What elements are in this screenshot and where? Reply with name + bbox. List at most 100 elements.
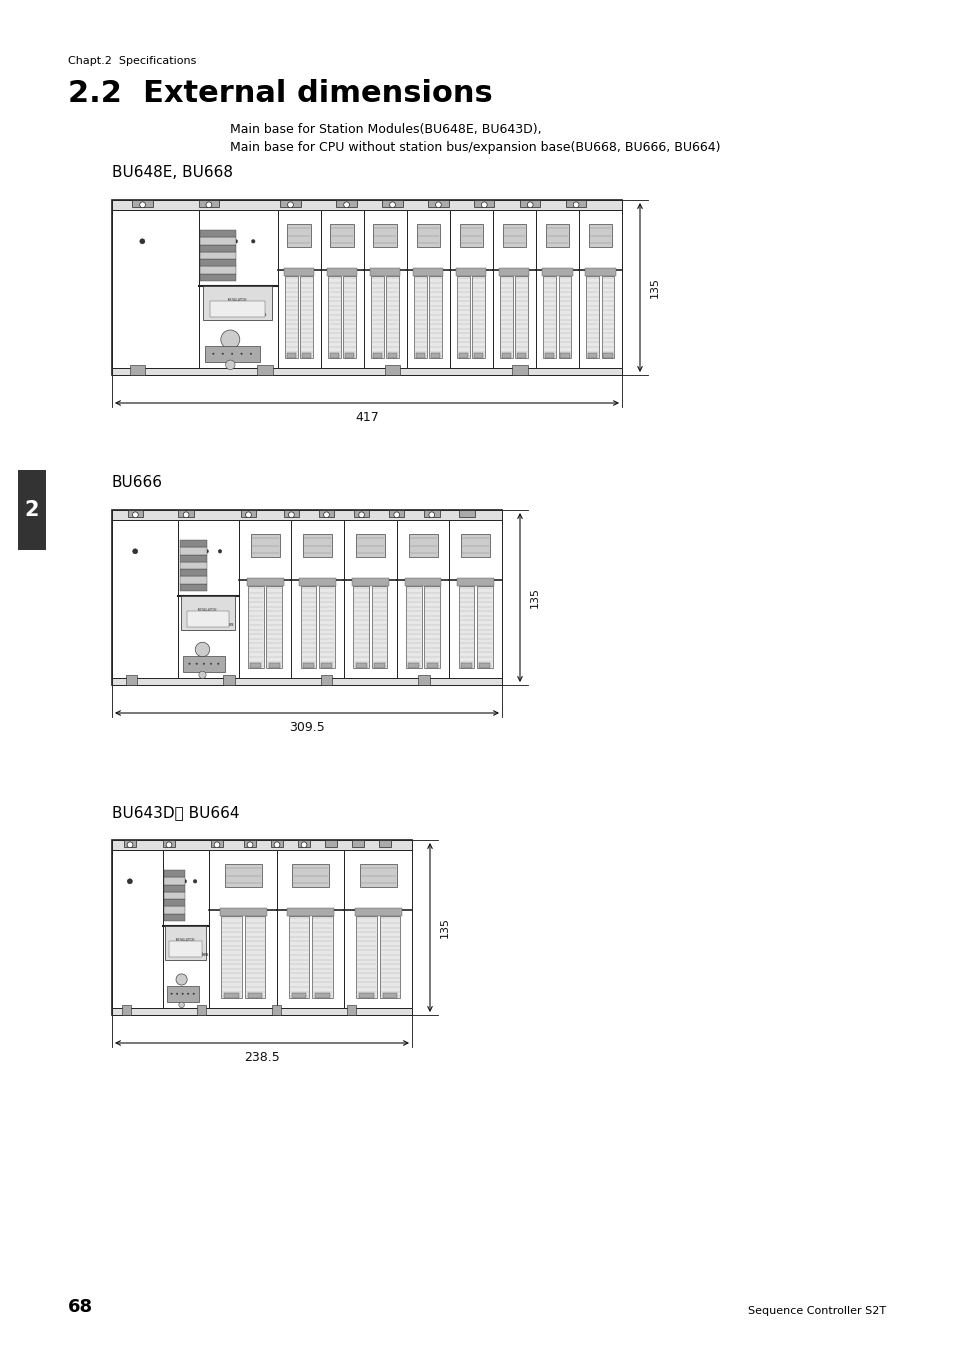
Circle shape — [274, 842, 279, 847]
Bar — [164, 877, 185, 885]
Bar — [384, 365, 399, 376]
Circle shape — [127, 878, 132, 884]
Bar — [164, 913, 185, 921]
Bar — [336, 200, 356, 207]
Bar — [559, 353, 569, 358]
Bar — [292, 993, 306, 998]
Bar — [413, 267, 443, 276]
Text: INSTALLATION: INSTALLATION — [176, 938, 195, 942]
Bar — [219, 908, 267, 916]
Bar — [245, 916, 265, 998]
Bar — [164, 892, 185, 900]
Circle shape — [193, 993, 194, 994]
Bar — [200, 259, 235, 266]
Bar — [178, 509, 193, 517]
Bar — [449, 520, 501, 678]
Circle shape — [132, 512, 138, 517]
Bar — [273, 1005, 281, 1015]
Text: 68: 68 — [68, 1298, 93, 1316]
Bar — [280, 200, 300, 207]
Bar — [478, 663, 490, 669]
Bar — [179, 540, 207, 547]
Bar — [396, 520, 449, 678]
Bar — [325, 840, 336, 847]
Circle shape — [140, 239, 145, 243]
Text: 309.5: 309.5 — [289, 721, 325, 734]
Bar — [408, 534, 437, 557]
Bar — [588, 353, 597, 358]
Bar — [328, 276, 341, 358]
Bar — [271, 840, 283, 847]
Bar — [112, 1008, 412, 1015]
Circle shape — [176, 993, 178, 994]
Bar — [363, 209, 406, 367]
Circle shape — [287, 201, 294, 208]
Bar — [320, 674, 332, 685]
Text: Main base for Station Modules(BU648E, BU643D),: Main base for Station Modules(BU648E, BU… — [230, 123, 541, 136]
Text: $\mathbf{V}$: $\mathbf{V}$ — [197, 611, 210, 624]
Bar — [500, 276, 513, 358]
Bar — [200, 274, 235, 281]
Bar — [287, 353, 296, 358]
Bar — [170, 942, 202, 957]
Bar — [18, 470, 46, 550]
Bar — [558, 276, 571, 358]
Bar — [502, 224, 526, 247]
Circle shape — [205, 550, 209, 553]
Circle shape — [189, 663, 190, 665]
Text: Chapt.2  Specifications: Chapt.2 Specifications — [68, 55, 196, 66]
Circle shape — [193, 880, 196, 884]
Bar — [417, 674, 430, 685]
Circle shape — [195, 663, 197, 665]
Bar — [405, 586, 421, 669]
Bar — [429, 276, 442, 358]
Circle shape — [187, 993, 189, 994]
Circle shape — [195, 642, 210, 657]
Bar — [183, 655, 225, 671]
Bar — [221, 916, 241, 998]
Bar — [128, 509, 143, 517]
Circle shape — [231, 353, 233, 354]
Circle shape — [132, 549, 137, 554]
Circle shape — [301, 842, 307, 847]
Bar — [112, 509, 501, 685]
Bar — [472, 276, 485, 358]
Bar — [578, 209, 621, 367]
Bar — [130, 365, 145, 376]
Bar — [416, 353, 425, 358]
Bar — [167, 986, 199, 1001]
Circle shape — [166, 842, 172, 847]
Bar — [386, 276, 399, 358]
Circle shape — [240, 353, 242, 354]
Bar — [382, 200, 402, 207]
Bar — [344, 520, 396, 678]
Text: series: series — [219, 621, 233, 627]
Circle shape — [233, 239, 237, 243]
Bar — [223, 674, 234, 685]
Circle shape — [218, 550, 222, 553]
Bar — [519, 200, 539, 207]
Bar — [414, 276, 427, 358]
Bar — [352, 840, 364, 847]
Bar — [164, 885, 185, 892]
Bar — [389, 509, 404, 517]
Bar — [112, 200, 621, 209]
Bar — [247, 578, 283, 586]
Circle shape — [481, 201, 487, 208]
Bar — [456, 276, 470, 358]
Bar — [458, 353, 468, 358]
Bar — [292, 865, 329, 888]
Bar — [345, 353, 354, 358]
Bar — [277, 209, 320, 367]
Bar — [431, 353, 440, 358]
Circle shape — [172, 880, 176, 884]
Bar — [320, 209, 363, 367]
Circle shape — [217, 663, 219, 665]
Circle shape — [171, 993, 172, 994]
Bar — [378, 840, 391, 847]
Bar — [353, 586, 369, 669]
Text: 135: 135 — [649, 277, 659, 299]
Bar — [112, 678, 501, 685]
Bar — [330, 224, 354, 247]
Text: 135: 135 — [439, 917, 450, 938]
